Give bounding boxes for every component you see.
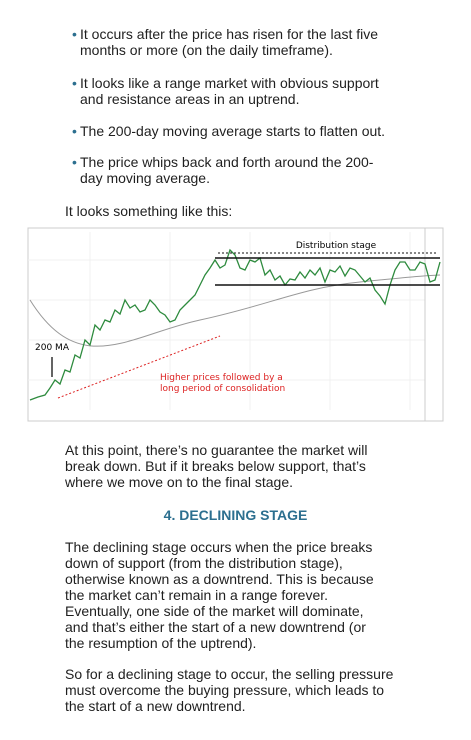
bullet-text: It looks like a range market with obviou… (80, 75, 379, 91)
paragraph: It looks something like this: (65, 203, 233, 219)
paragraph: the market can’t remain in a range forev… (65, 587, 329, 603)
bullet-text: months or more (on the daily timeframe). (80, 42, 333, 58)
paragraph: and that’s either the start of a new dow… (65, 619, 366, 635)
paragraph: down of support (from the distribution s… (65, 555, 343, 571)
paragraph: So for a declining stage to occur, the s… (65, 666, 394, 682)
bullet: • (72, 26, 77, 42)
annotation: Distribution stage (296, 241, 377, 251)
bullet-text: and resistance areas in an uptrend. (80, 91, 300, 107)
paragraph: the resumption of the uptrend). (65, 635, 257, 651)
annotation: 200 MA (35, 343, 70, 353)
paragraph: break down. But if it breaks below suppo… (65, 458, 366, 474)
annotation: Higher prices followed by a (160, 373, 283, 383)
annotation: long period of consolidation (160, 384, 285, 394)
moving-average (29, 274, 441, 347)
chart-grid (28, 232, 425, 410)
bullet-text: It occurs after the price has risen for … (80, 26, 379, 42)
trend-arrow (57, 335, 221, 399)
heading: 4. DECLINING STAGE (163, 507, 308, 523)
paragraph: The declining stage occurs when the pric… (65, 539, 373, 555)
price-line (29, 248, 441, 401)
bullet: • (72, 154, 77, 170)
bullet-text: The 200-day moving average starts to fla… (80, 123, 386, 139)
bullet: • (72, 123, 77, 139)
paragraph: where we move on to the final stage. (65, 474, 294, 490)
bullet-text: The price whips back and forth around th… (80, 154, 374, 170)
paragraph: Eventually, one side of the market will … (65, 603, 364, 619)
paragraph: At this point, there’s no guarantee the … (65, 442, 368, 458)
paragraph: must overcome the buying pressure, which… (65, 682, 385, 698)
bullet-text: day moving average. (80, 170, 210, 186)
paragraph: the start of a new downtrend. (65, 698, 246, 714)
bullet: • (72, 75, 77, 91)
paragraph: otherwise known as a downtrend. This is … (65, 571, 374, 587)
